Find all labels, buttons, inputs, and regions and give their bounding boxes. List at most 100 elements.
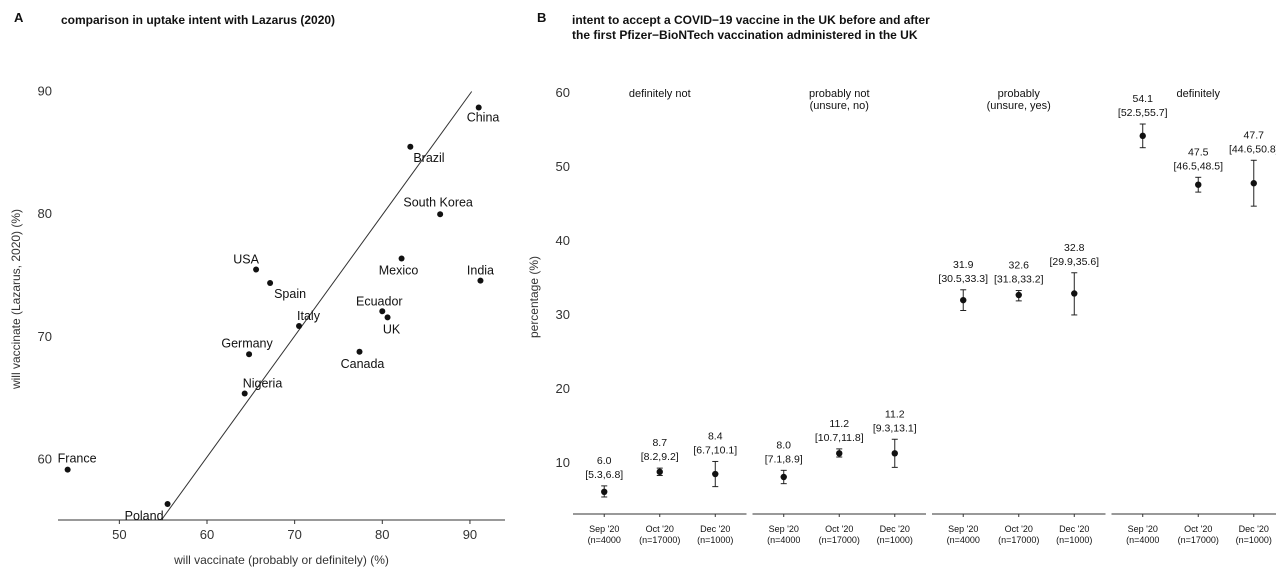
estimate-label: 47.7 <box>1244 129 1265 141</box>
y-tick-label: 20 <box>556 381 570 396</box>
point-label: Italy <box>297 309 321 323</box>
ci-label: [52.5,55.7] <box>1118 107 1168 119</box>
point-brazil <box>407 143 414 150</box>
x-category-label: Dec '20 <box>1059 524 1089 534</box>
x-category-label: Dec '20 <box>880 524 910 534</box>
panel-b-title-line-1: intent to accept a COVID−19 vaccine in t… <box>572 13 930 27</box>
point-italy <box>296 323 303 330</box>
facet-label: definitely <box>1177 88 1221 100</box>
estimate-point <box>1071 290 1078 297</box>
y-tick-label: 60 <box>38 452 52 467</box>
ci-label: [6.7,10.1] <box>693 444 737 456</box>
x-category-label: Oct '20 <box>825 524 853 534</box>
point-label: Spain <box>274 287 306 301</box>
point-label: China <box>467 110 500 124</box>
facet-label: (unsure, yes) <box>987 100 1051 112</box>
point-mexico <box>398 255 405 262</box>
y-tick-label: 80 <box>38 206 52 221</box>
x-category-label: Sep '20 <box>948 524 978 534</box>
estimate-label: 11.2 <box>829 418 849 430</box>
ci-label: [30.5,33.3] <box>938 273 988 285</box>
point-nigeria <box>241 390 248 397</box>
x-category-label: Sep '20 <box>769 524 799 534</box>
estimate-point <box>601 488 608 495</box>
point-germany <box>246 351 253 358</box>
point-label: Brazil <box>413 151 444 165</box>
panel-b-plot: 10 20 30 40 50 60 percentage (%) definitely not… <box>527 85 1276 545</box>
point-label: Poland <box>125 509 164 523</box>
panel-a-letter: A <box>14 10 24 25</box>
point-france <box>64 466 71 473</box>
point-label: Germany <box>221 336 273 350</box>
y-tick-label: 60 <box>556 85 570 100</box>
point-label: South Korea <box>403 195 473 209</box>
facet-label: (unsure, no) <box>810 100 869 112</box>
estimate-label: 54.1 <box>1133 93 1154 105</box>
x-category-n-label: (n=17000) <box>1178 535 1219 545</box>
point-label: Canada <box>341 357 385 371</box>
x-category-n-label: (n=17000) <box>998 535 1039 545</box>
y-tick-label: 30 <box>556 307 570 322</box>
point-label: Mexico <box>379 263 419 277</box>
ci-label: [29.9,35.6] <box>1049 256 1099 268</box>
x-category-label: Oct '20 <box>1005 524 1033 534</box>
x-category-n-label: (n=1000) <box>697 535 733 545</box>
point-label: USA <box>233 253 259 267</box>
x-category-label: Oct '20 <box>646 524 674 534</box>
x-category-n-label: (n=4000 <box>947 535 980 545</box>
x-tick-label: 80 <box>375 527 389 542</box>
ci-label: [5.3,6.8] <box>585 469 623 481</box>
ci-label: [31.8,33.2] <box>994 274 1044 286</box>
x-category-n-label: (n=17000) <box>819 535 860 545</box>
point-poland <box>164 501 171 508</box>
estimate-label: 47.5 <box>1188 146 1209 158</box>
estimate-label: 11.2 <box>885 408 905 420</box>
x-category-n-label: (n=4000 <box>767 535 800 545</box>
point-usa <box>253 266 260 273</box>
estimate-point <box>836 450 843 457</box>
estimate-label: 8.4 <box>708 430 723 442</box>
point-label: India <box>467 264 494 278</box>
estimate-point <box>1015 291 1022 299</box>
x-tick-label: 70 <box>287 527 301 542</box>
y-tick-label: 70 <box>38 329 52 344</box>
panel-a-title: comparison in uptake intent with Lazarus… <box>61 13 335 27</box>
ci-label: [7.1,8.9] <box>765 453 803 465</box>
y-tick-label: 40 <box>556 233 570 248</box>
point-uk <box>384 314 391 321</box>
estimate-label: 32.8 <box>1064 242 1085 254</box>
point-label: Nigeria <box>243 377 283 391</box>
estimate-point <box>712 470 719 478</box>
y-axis-title: will vaccinate (Lazarus, 2020) (%) <box>9 209 23 390</box>
ci-label: [44.6,50.8] <box>1229 143 1276 155</box>
estimate-point <box>780 473 787 481</box>
x-category-label: Sep '20 <box>589 524 619 534</box>
point-canada <box>356 348 363 355</box>
point-label: France <box>58 452 97 466</box>
y-tick-label: 50 <box>556 159 570 174</box>
estimate-label: 8.7 <box>652 437 667 449</box>
x-tick-label: 60 <box>200 527 214 542</box>
y-tick-label: 10 <box>556 455 570 470</box>
point-spain <box>267 280 274 287</box>
estimate-point <box>1250 180 1257 187</box>
estimate-point <box>656 468 663 476</box>
estimate-label: 6.0 <box>597 455 612 467</box>
ci-label: [9.3,13.1] <box>873 422 917 434</box>
y-tick-label: 90 <box>38 83 52 98</box>
x-tick-label: 90 <box>463 527 477 542</box>
point-south-korea <box>437 211 444 218</box>
x-category-n-label: (n=1000) <box>877 535 913 545</box>
x-category-label: Oct '20 <box>1184 524 1212 534</box>
estimate-point <box>1195 181 1202 188</box>
ci-label: [46.5,48.5] <box>1173 160 1223 172</box>
estimate-point <box>960 296 967 304</box>
x-category-n-label: (n=1000) <box>1056 535 1092 545</box>
x-category-label: Dec '20 <box>700 524 730 534</box>
facet-label: probably <box>998 88 1041 100</box>
ci-label: [10.7,11.8] <box>815 432 864 444</box>
point-ecuador <box>379 308 386 315</box>
x-category-n-label: (n=17000) <box>639 535 680 545</box>
facet-label: definitely not <box>629 88 691 100</box>
